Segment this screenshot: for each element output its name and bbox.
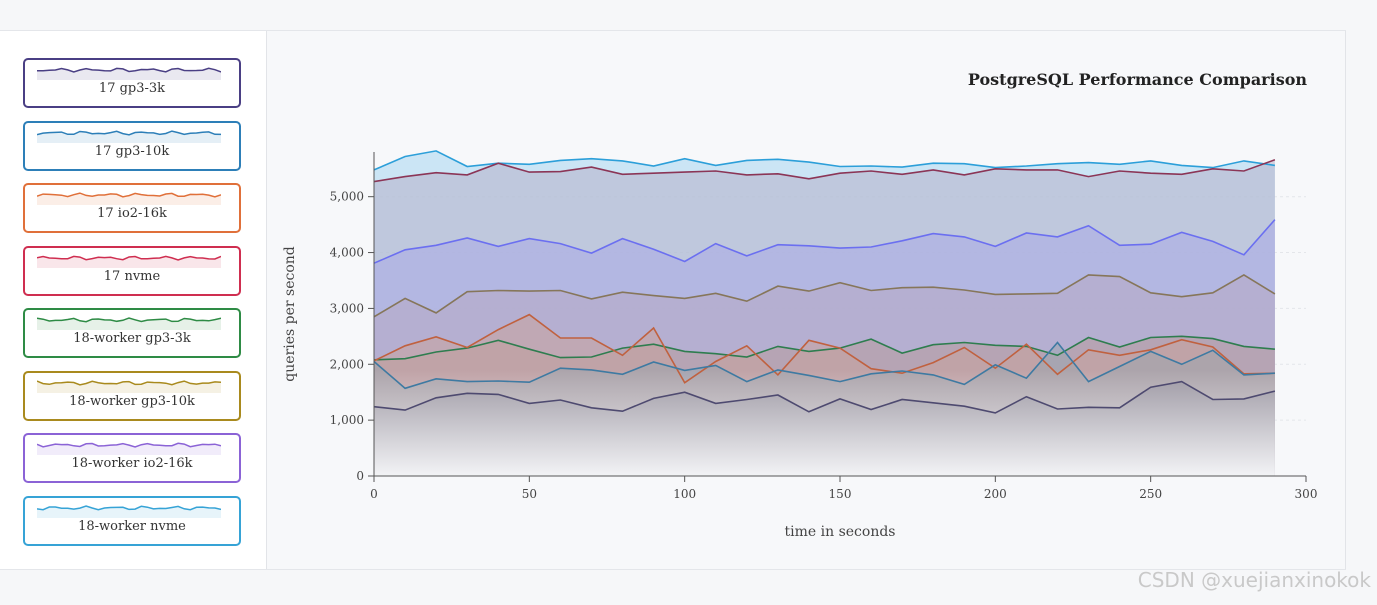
app-frame — [0, 30, 1346, 570]
series-line — [373, 341, 1275, 390]
legend-sidebar: 17 gp3-3k 17 gp3-10k 17 io2-16k 17 nvme 18-w… — [0, 31, 267, 569]
legend-label: 18-worker nvme — [78, 518, 186, 534]
legend-label: 17 nvme — [103, 268, 161, 284]
legend-item[interactable]: 18-worker nvme — [23, 495, 241, 546]
legend-sparkline-icon — [37, 67, 221, 80]
x-axis-label: time in seconds — [785, 524, 896, 540]
y-axis-label: queries per second — [282, 246, 298, 381]
y-tick-label: 3,000 — [330, 301, 364, 315]
y-tick-label: 1,000 — [330, 413, 364, 427]
x-tick-label: 150 — [829, 487, 852, 501]
legend-item[interactable]: 17 gp3-10k — [23, 120, 241, 171]
x-tick-label: 250 — [1139, 487, 1162, 501]
y-tick-label: 5,000 — [330, 190, 364, 204]
legend-label: 17 gp3-10k — [94, 143, 170, 159]
legend-sparkline-icon — [37, 192, 221, 205]
legend-label: 17 io2-16k — [97, 206, 167, 221]
legend-sparkline-icon — [37, 129, 221, 143]
x-tick-label: 50 — [522, 487, 537, 501]
chart-title: PostgreSQL Performance Comparison — [968, 70, 1307, 89]
legend-label: 17 gp3-3k — [98, 81, 166, 96]
series-line — [373, 335, 1275, 361]
legend-sparkline-icon — [37, 255, 221, 268]
legend-sparkline-icon — [37, 379, 221, 393]
legend-item[interactable]: 17 gp3-3k — [23, 58, 241, 108]
series-line — [373, 380, 1276, 414]
series-line — [373, 273, 1276, 318]
legend-item[interactable]: 17 io2-16k — [23, 183, 241, 233]
legend-label: 18-worker gp3-3k — [73, 331, 191, 346]
x-tick-label: 200 — [984, 487, 1007, 501]
y-tick-label: 4,000 — [330, 246, 364, 260]
area-chart: 0 50 100 150 200 250 300 0 1,000 2,000 3,000 4,000 5… — [282, 70, 1318, 540]
legend-label: 18-worker io2-16k — [71, 456, 193, 471]
series-line — [373, 150, 1276, 171]
chart-panel: 0 50 100 150 200 250 300 0 1,000 2,000 3,000 4,000 5… — [267, 31, 1346, 569]
y-tick-label: 0 — [356, 469, 364, 483]
legend-item[interactable]: 18-worker gp3-3k — [23, 308, 241, 358]
series-line — [373, 159, 1276, 183]
area-fade — [374, 369, 1275, 476]
legend-sparkline-icon — [37, 442, 221, 455]
legend-item[interactable]: 18-worker io2-16k — [23, 433, 241, 483]
x-tick-label: 100 — [673, 487, 696, 501]
legend-sparkline-icon — [37, 317, 221, 330]
legend-item[interactable]: 18-worker gp3-10k — [23, 370, 241, 421]
x-tick-label: 0 — [370, 487, 378, 501]
watermark: CSDN @xuejianxinokok — [1137, 568, 1371, 592]
legend-sparkline-icon — [37, 504, 221, 518]
legend-label: 18-worker gp3-10k — [69, 393, 195, 409]
series-line — [373, 313, 1275, 384]
series-line — [373, 219, 1276, 264]
y-tick-label: 2,000 — [330, 357, 364, 371]
legend-item[interactable]: 17 nvme — [23, 245, 241, 296]
x-tick-label: 300 — [1295, 487, 1318, 501]
